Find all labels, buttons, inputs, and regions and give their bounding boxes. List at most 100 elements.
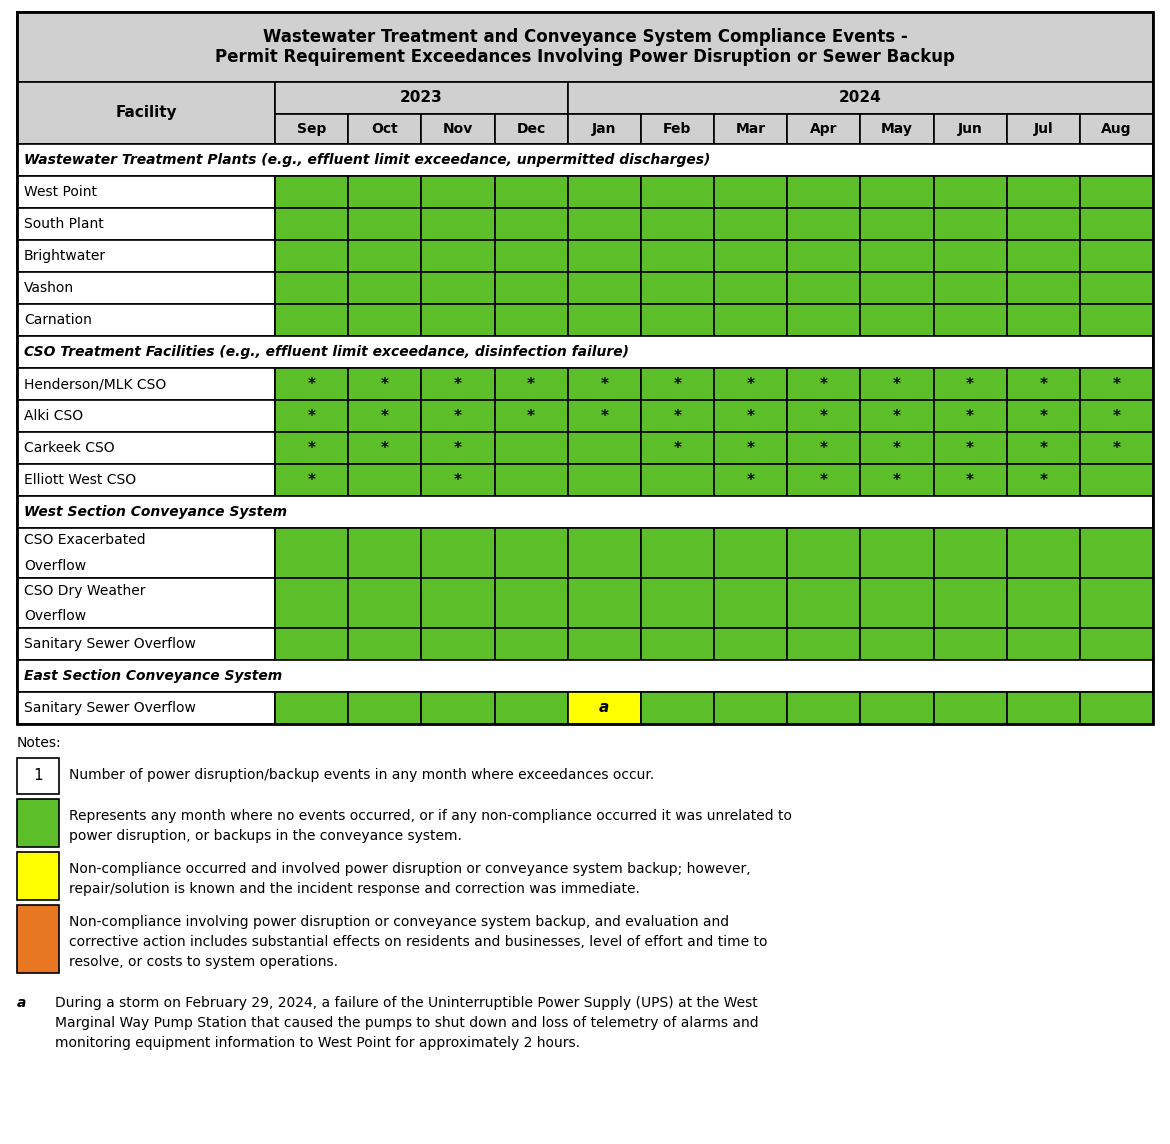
Text: *: * (308, 472, 316, 487)
Bar (1006, 240, 1080, 272)
Bar (714, 114, 787, 144)
Text: *: * (1039, 376, 1047, 391)
Bar (860, 529, 934, 578)
Bar (349, 208, 421, 240)
Bar (18, 496, 1152, 529)
Bar (495, 432, 567, 464)
Text: 2024: 2024 (839, 90, 882, 105)
Bar (495, 529, 567, 578)
Bar (567, 176, 641, 208)
Text: West Section Conveyance System: West Section Conveyance System (25, 505, 287, 519)
Bar (934, 176, 1006, 208)
Text: Wastewater Treatment Plants (e.g., effluent limit exceedance, unpermitted discha: Wastewater Treatment Plants (e.g., efflu… (25, 153, 710, 167)
Bar (714, 208, 787, 240)
Bar (567, 400, 641, 432)
Text: *: * (966, 440, 975, 455)
Bar (349, 176, 421, 208)
Bar (1006, 176, 1080, 208)
Text: *: * (893, 408, 901, 423)
Bar (1080, 208, 1152, 240)
Text: Facility: Facility (115, 105, 177, 120)
Bar (934, 272, 1006, 304)
Bar (349, 304, 421, 336)
Text: Sanitary Sewer Overflow: Sanitary Sewer Overflow (25, 637, 195, 651)
Bar (1006, 692, 1080, 724)
Bar (421, 692, 495, 724)
Bar (349, 432, 421, 464)
Text: Number of power disruption/backup events in any month where exceedances occur.: Number of power disruption/backup events… (69, 768, 654, 782)
Bar (1080, 578, 1152, 628)
Text: *: * (674, 408, 681, 423)
Bar (714, 432, 787, 464)
Bar (18, 336, 1152, 368)
Bar (860, 368, 934, 400)
Bar (421, 114, 495, 144)
Bar (934, 208, 1006, 240)
Text: *: * (1039, 408, 1047, 423)
Bar (421, 578, 495, 628)
Text: Vashon: Vashon (25, 281, 74, 295)
Bar (714, 400, 787, 432)
Bar (421, 208, 495, 240)
Text: *: * (526, 408, 535, 423)
Bar (275, 628, 349, 660)
Bar (1080, 114, 1152, 144)
Text: Brightwater: Brightwater (25, 249, 106, 263)
Bar (934, 628, 1006, 660)
Bar (275, 304, 349, 336)
Text: Nov: Nov (442, 122, 473, 136)
Text: *: * (1039, 440, 1047, 455)
Bar (495, 176, 567, 208)
Bar (18, 432, 275, 464)
Bar (275, 82, 567, 114)
Bar (1006, 114, 1080, 144)
Bar (349, 114, 421, 144)
Text: *: * (454, 376, 462, 391)
Bar (1080, 529, 1152, 578)
Bar (860, 208, 934, 240)
Bar (934, 464, 1006, 496)
Bar (787, 240, 860, 272)
Bar (275, 114, 349, 144)
Text: *: * (308, 408, 316, 423)
Bar (1006, 400, 1080, 432)
Bar (787, 578, 860, 628)
Bar (567, 272, 641, 304)
Text: corrective action includes substantial effects on residents and businesses, leve: corrective action includes substantial e… (69, 935, 768, 950)
Bar (421, 304, 495, 336)
Text: 1: 1 (33, 769, 43, 784)
Bar (860, 692, 934, 724)
Bar (641, 464, 714, 496)
Text: *: * (820, 408, 827, 423)
Bar (714, 240, 787, 272)
Bar (349, 578, 421, 628)
Bar (421, 272, 495, 304)
Bar (18, 208, 275, 240)
Text: *: * (380, 440, 388, 455)
Text: *: * (966, 472, 975, 487)
Text: Carnation: Carnation (25, 313, 92, 327)
Bar (421, 368, 495, 400)
Bar (934, 432, 1006, 464)
Bar (567, 304, 641, 336)
Bar (714, 628, 787, 660)
Text: Sanitary Sewer Overflow: Sanitary Sewer Overflow (25, 701, 195, 715)
Bar (641, 368, 714, 400)
Bar (1080, 432, 1152, 464)
Bar (275, 400, 349, 432)
Bar (495, 114, 567, 144)
Bar (421, 529, 495, 578)
Bar (275, 368, 349, 400)
Bar (567, 464, 641, 496)
Text: Marginal Way Pump Station that caused the pumps to shut down and loss of telemet: Marginal Way Pump Station that caused th… (55, 1016, 758, 1030)
Text: Sep: Sep (297, 122, 326, 136)
Bar (421, 240, 495, 272)
Bar (567, 208, 641, 240)
Text: East Section Conveyance System: East Section Conveyance System (25, 669, 282, 683)
Bar (1006, 578, 1080, 628)
Bar (18, 144, 1152, 176)
Bar (18, 628, 275, 660)
Bar (275, 529, 349, 578)
Text: Overflow: Overflow (25, 558, 87, 572)
Bar (1080, 368, 1152, 400)
